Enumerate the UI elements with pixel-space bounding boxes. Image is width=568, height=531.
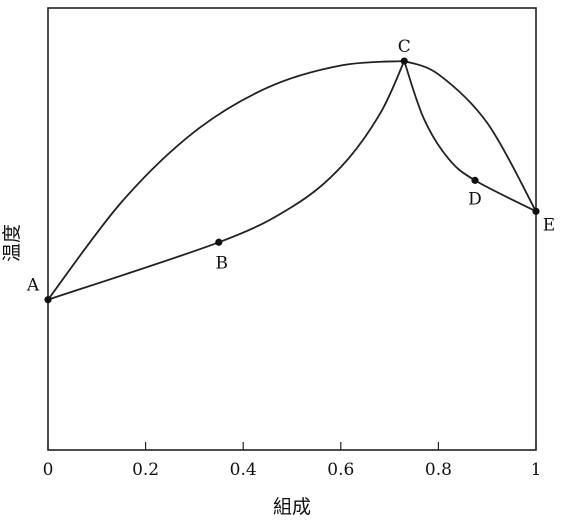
point-e-label: E: [543, 215, 555, 235]
x-tick-label: 1: [531, 460, 542, 480]
point-c-label: C: [398, 37, 411, 57]
point-d-marker: [471, 176, 479, 184]
point-b-marker: [215, 238, 223, 246]
data-points: A B C D E: [26, 37, 555, 304]
x-tick-label: 0.6: [327, 460, 354, 480]
point-b-label: B: [216, 253, 229, 273]
curves: [47, 60, 537, 301]
curve-upper-right: [403, 60, 537, 212]
curve-lower-right: [403, 60, 537, 213]
curve-lower-left: [47, 60, 406, 301]
y-axis-title: 温度: [1, 224, 23, 262]
x-ticks: 0 0.2 0.4 0.6 0.8 1: [43, 442, 542, 480]
x-tick-label: 0.8: [425, 460, 452, 480]
point-c-marker: [400, 57, 408, 65]
curve-upper-left: [47, 60, 405, 301]
point-d-label: D: [468, 189, 482, 209]
point-a-label: A: [26, 276, 40, 296]
point-e-marker: [532, 207, 540, 215]
point-a-marker: [44, 296, 52, 304]
x-tick-label: 0.2: [132, 460, 159, 480]
x-tick-label: 0.4: [230, 460, 257, 480]
x-axis-title: 組成: [273, 496, 311, 518]
plot-frame: [47, 7, 537, 451]
x-tick-label: 0: [43, 460, 54, 480]
